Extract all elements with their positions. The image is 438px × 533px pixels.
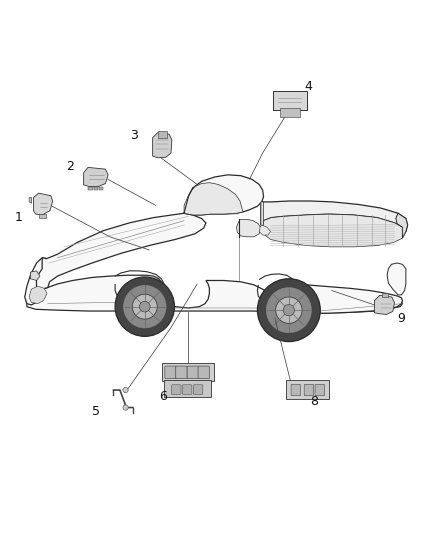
Text: 5: 5 bbox=[92, 405, 100, 418]
Polygon shape bbox=[94, 187, 98, 190]
Polygon shape bbox=[26, 275, 403, 313]
FancyBboxPatch shape bbox=[162, 362, 214, 381]
Polygon shape bbox=[29, 198, 32, 203]
Text: 9: 9 bbox=[398, 312, 406, 325]
Polygon shape bbox=[84, 167, 108, 187]
FancyBboxPatch shape bbox=[198, 366, 209, 379]
Text: 6: 6 bbox=[159, 390, 167, 403]
Polygon shape bbox=[261, 202, 264, 229]
Polygon shape bbox=[158, 131, 166, 138]
Circle shape bbox=[132, 294, 157, 319]
Polygon shape bbox=[374, 295, 395, 314]
Circle shape bbox=[276, 297, 302, 324]
Polygon shape bbox=[387, 263, 406, 295]
Polygon shape bbox=[30, 271, 40, 280]
FancyBboxPatch shape bbox=[176, 366, 187, 379]
Polygon shape bbox=[184, 175, 264, 215]
Polygon shape bbox=[382, 293, 389, 297]
Polygon shape bbox=[88, 187, 93, 190]
Polygon shape bbox=[272, 283, 403, 313]
FancyBboxPatch shape bbox=[315, 384, 325, 395]
FancyBboxPatch shape bbox=[286, 381, 329, 399]
FancyBboxPatch shape bbox=[193, 385, 203, 394]
Polygon shape bbox=[33, 193, 53, 215]
FancyBboxPatch shape bbox=[280, 108, 300, 117]
Text: 2: 2 bbox=[66, 159, 74, 173]
Polygon shape bbox=[237, 220, 261, 237]
FancyBboxPatch shape bbox=[304, 384, 314, 395]
Text: 1: 1 bbox=[14, 211, 22, 224]
FancyBboxPatch shape bbox=[273, 91, 307, 110]
Circle shape bbox=[123, 387, 128, 393]
Polygon shape bbox=[29, 286, 47, 304]
FancyBboxPatch shape bbox=[165, 366, 176, 379]
Polygon shape bbox=[184, 183, 243, 215]
Polygon shape bbox=[25, 258, 49, 305]
Polygon shape bbox=[396, 213, 408, 238]
Circle shape bbox=[139, 301, 150, 312]
Circle shape bbox=[123, 405, 128, 410]
Polygon shape bbox=[152, 133, 172, 158]
Circle shape bbox=[258, 279, 320, 342]
Circle shape bbox=[124, 285, 166, 328]
Circle shape bbox=[115, 277, 174, 336]
Polygon shape bbox=[36, 213, 206, 289]
Polygon shape bbox=[99, 187, 103, 190]
Text: 3: 3 bbox=[131, 129, 138, 142]
Polygon shape bbox=[263, 214, 406, 247]
Text: 8: 8 bbox=[310, 395, 318, 408]
FancyBboxPatch shape bbox=[182, 385, 192, 394]
FancyBboxPatch shape bbox=[187, 366, 198, 379]
Circle shape bbox=[283, 304, 294, 316]
Circle shape bbox=[266, 287, 311, 333]
Polygon shape bbox=[259, 225, 271, 235]
FancyBboxPatch shape bbox=[171, 385, 181, 394]
FancyBboxPatch shape bbox=[164, 379, 212, 397]
FancyBboxPatch shape bbox=[291, 384, 300, 395]
Polygon shape bbox=[261, 201, 408, 231]
Polygon shape bbox=[39, 214, 46, 217]
Text: 4: 4 bbox=[304, 80, 312, 93]
